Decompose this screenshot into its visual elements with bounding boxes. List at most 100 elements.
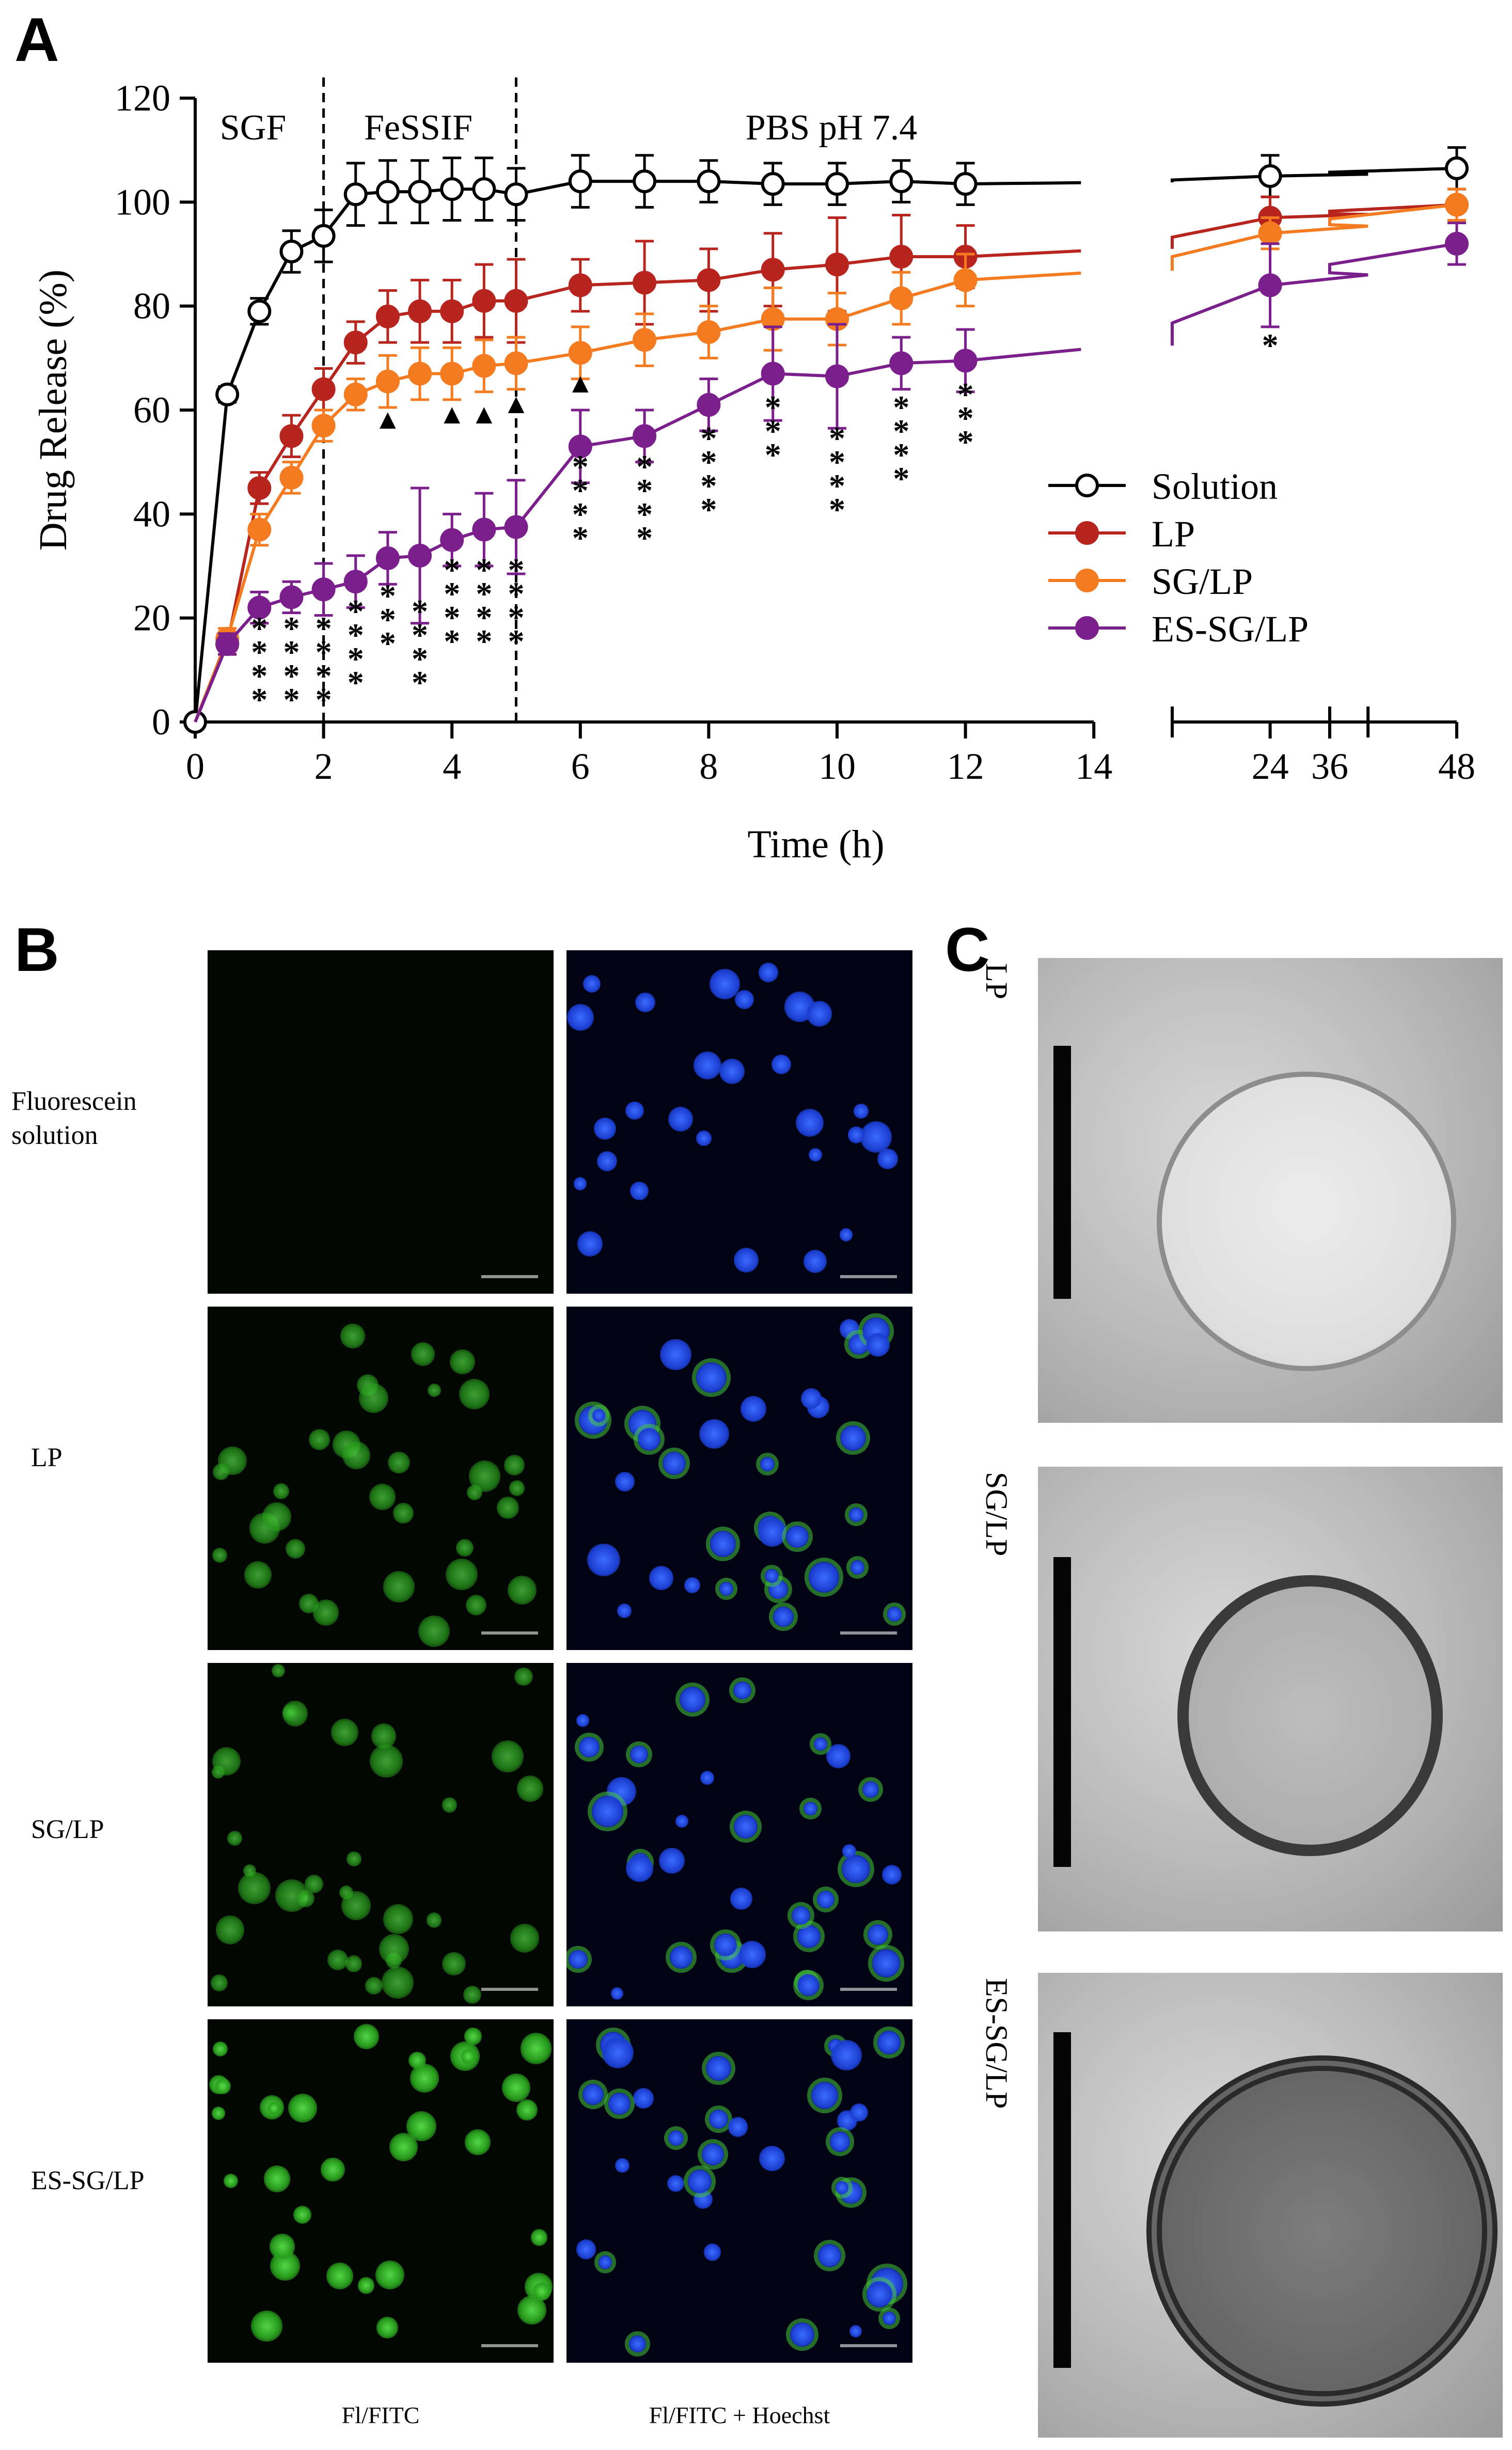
significance-stars: * * * *: [572, 448, 589, 556]
significance-stars: * * * *: [893, 389, 909, 497]
scale-bar: [840, 1631, 897, 1635]
x-axis-label: Time (h): [747, 823, 884, 866]
data-point: [247, 595, 272, 620]
confocal-row-label: SG/LP: [31, 1815, 104, 1844]
tem-scale-bar: [1053, 1046, 1071, 1299]
data-point: [408, 299, 432, 323]
data-point: [953, 349, 978, 373]
legend-marker: [1075, 521, 1099, 545]
x-tick-label: 24: [1252, 746, 1289, 787]
panel-letter-c: C: [945, 915, 990, 984]
legend-marker: [1075, 569, 1099, 592]
data-point: [311, 224, 336, 248]
data-point: [343, 382, 368, 406]
data-point: [568, 169, 592, 194]
significance-stars: * * * *: [412, 593, 428, 701]
scale-bar: [840, 1988, 897, 1991]
data-point: [504, 351, 528, 375]
data-point: [375, 180, 400, 204]
significance-stars: * * * *: [444, 552, 460, 659]
confocal-row-label: LP: [31, 1443, 62, 1472]
data-point: [761, 258, 785, 282]
data-point: [1445, 231, 1469, 256]
data-point: [472, 517, 496, 542]
data-point: [343, 182, 368, 207]
significance-stars: *: [1262, 327, 1279, 364]
tem-row-label: SG/LP: [980, 1472, 1014, 1557]
tem-scale-bar: [1053, 1557, 1071, 1867]
series-line: [1171, 213, 1368, 249]
data-point: [408, 180, 432, 204]
legend-label: ES-SG/LP: [1152, 608, 1309, 650]
data-point: [825, 253, 849, 277]
legend-label: SG/LP: [1152, 561, 1253, 602]
significance-stars: * * * *: [316, 610, 332, 718]
data-point: [761, 172, 785, 196]
confocal-image: [566, 1307, 912, 1650]
data-point: [472, 177, 496, 201]
x-tick-label: 2: [314, 746, 333, 787]
data-point: [215, 632, 240, 656]
series-sg-lp: [194, 187, 1469, 723]
significance-stars: * * * *: [251, 610, 267, 718]
data-point: [889, 286, 914, 310]
phase-label: SGF: [220, 108, 286, 148]
vesicle: [1146, 2055, 1498, 2407]
y-tick-label: 120: [115, 77, 170, 119]
significance-stars: * * *: [380, 577, 396, 662]
scale-bar: [481, 1988, 538, 1991]
series-line: [1171, 273, 1368, 346]
data-point: [215, 382, 240, 406]
significance-stars: * * * *: [476, 552, 492, 659]
data-point: [1258, 273, 1282, 297]
data-point: [440, 177, 464, 201]
vesicle: [1157, 1072, 1456, 1371]
y-tick-label: 80: [133, 286, 170, 327]
x-tick-label: 12: [947, 746, 984, 787]
data-point: [953, 172, 978, 196]
significance-stars: * * * *: [283, 610, 300, 718]
legend-label: Solution: [1152, 466, 1278, 507]
data-point: [504, 289, 528, 313]
data-point: [343, 331, 368, 355]
tem-row-label: ES-SG/LP: [980, 1978, 1014, 2109]
significance-stars: * * * *: [829, 420, 845, 528]
confocal-image: [566, 950, 912, 1294]
data-point: [375, 369, 400, 394]
significance-triangle: ▲: [374, 404, 401, 435]
significance-stars: * * * *: [636, 448, 653, 556]
series-line: [1328, 203, 1457, 228]
x-tick-label: 0: [186, 746, 204, 787]
data-point: [279, 585, 304, 609]
y-tick-label: 60: [133, 389, 170, 431]
significance-stars: * * * *: [700, 420, 717, 528]
data-point: [1445, 156, 1469, 180]
scale-bar: [840, 2344, 897, 2347]
x-tick-label: 14: [1075, 746, 1112, 787]
series-line: [1171, 224, 1368, 271]
data-point: [311, 577, 336, 602]
confocal-image: [208, 950, 554, 1294]
confocal-image: [208, 1307, 554, 1650]
data-point: [504, 515, 528, 539]
data-point: [247, 517, 272, 542]
data-point: [472, 354, 496, 378]
data-point: [472, 289, 496, 313]
scale-bar: [481, 1275, 538, 1278]
significance-stars: * * * *: [508, 552, 525, 659]
data-point: [440, 362, 464, 386]
data-point: [440, 299, 464, 323]
legend-marker: [1075, 474, 1099, 497]
data-point: [697, 392, 721, 417]
y-axis-label: Drug Release (%): [32, 270, 75, 551]
data-point: [825, 364, 849, 388]
data-point: [311, 414, 336, 438]
tem-image: [1038, 1467, 1503, 1931]
series-line: [1328, 203, 1457, 216]
series-es-sg-lp: [194, 222, 1469, 723]
data-point: [697, 268, 721, 292]
data-point: [375, 546, 400, 570]
y-tick-label: 20: [133, 598, 170, 639]
phase-label: PBS pH 7.4: [746, 108, 918, 148]
data-point: [343, 570, 368, 594]
